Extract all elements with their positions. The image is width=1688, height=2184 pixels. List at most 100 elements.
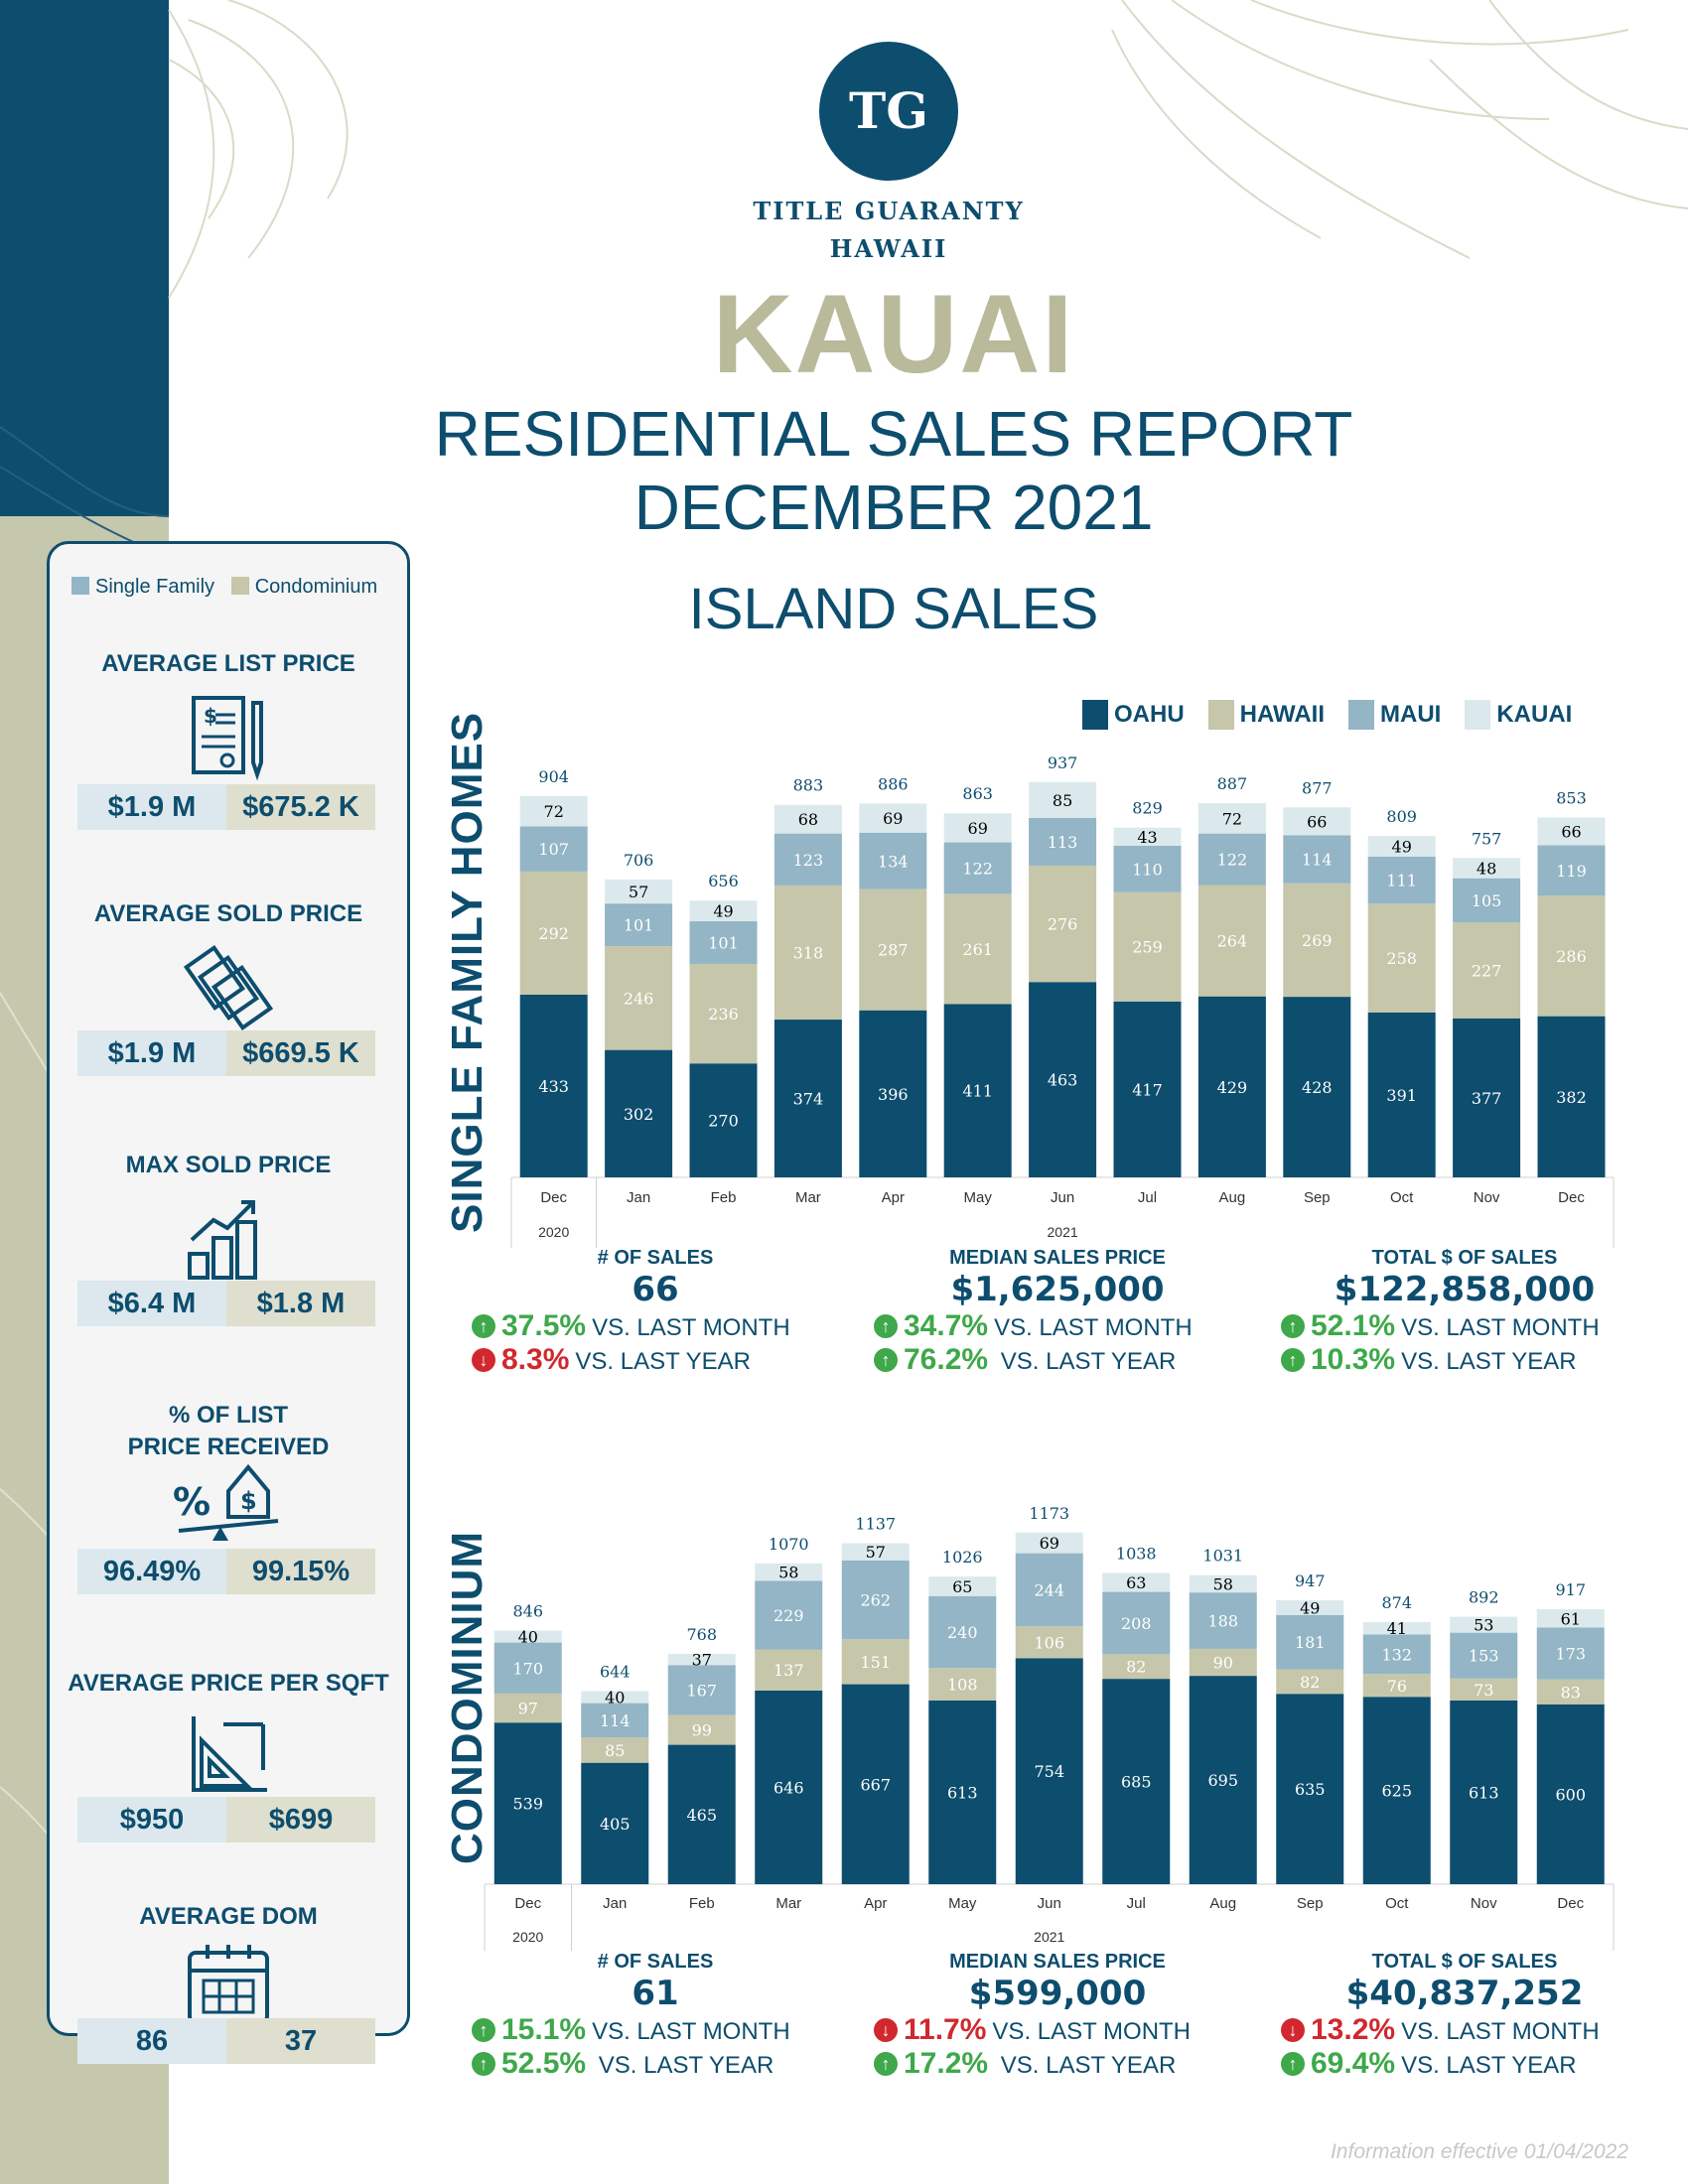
bar-label-kauai: 49: [713, 902, 733, 921]
list-price-received-sf: 96.49%: [77, 1549, 226, 1594]
bar-maui: [1113, 845, 1182, 892]
bar-hawaii: [928, 1668, 997, 1701]
bar-hawaii: [1197, 885, 1266, 997]
bar-kauai: [667, 1654, 736, 1666]
bar-maui: [841, 1560, 910, 1639]
bar-label-hawaii: 287: [878, 941, 909, 960]
stat-change-row: ↑ 52.5% VS. LAST YEAR: [472, 2047, 839, 2081]
bar-oahu: [1536, 1704, 1605, 1884]
average-dom-title: AVERAGE DOM: [139, 1903, 318, 1930]
bar-label-hawaii: 108: [947, 1676, 978, 1695]
bar-label-oahu: 667: [860, 1775, 891, 1794]
bar-hawaii: [841, 1638, 910, 1685]
bar-label-kauai: 43: [1137, 828, 1157, 847]
x-tick-label: Nov: [1474, 1189, 1500, 1206]
arrow-up-icon: ↑: [472, 2052, 495, 2076]
bar-oahu: [1362, 1697, 1431, 1884]
bar-label-hawaii: 236: [708, 1005, 739, 1024]
money-stack-icon: [184, 944, 273, 1030]
stat-heading: TOTAL $ OF SALES: [1371, 1951, 1558, 1973]
stat-change-percent: 11.7%: [904, 2013, 987, 2046]
stat-value: $1,625,000: [950, 1270, 1165, 1309]
bar-label-maui: 173: [1555, 1645, 1586, 1664]
bar-hawaii: [859, 888, 927, 1011]
bar-maui: [1029, 817, 1097, 866]
bar-oahu: [755, 1690, 823, 1884]
metrics-panel: Single Family Condominium AVERAGE LIST P…: [47, 541, 410, 2064]
bar-hawaii: [605, 946, 673, 1050]
total-label: 1137: [855, 1515, 896, 1534]
bar-label-maui: 122: [962, 859, 993, 878]
bar-oahu: [1453, 1018, 1521, 1177]
bar-label-hawaii: 264: [1217, 932, 1248, 951]
total-label: 853: [1556, 788, 1587, 807]
stat-change-percent: 76.2%: [904, 1343, 989, 1376]
x-tick-label: Dec: [1557, 1895, 1584, 1912]
bar-hawaii: [1283, 883, 1351, 998]
total-label: 1026: [942, 1548, 983, 1567]
arrow-down-icon: ↓: [472, 1348, 495, 1372]
bar-label-kauai: 65: [952, 1577, 972, 1596]
arrow-up-icon: ↑: [1281, 2052, 1305, 2076]
bar-label-hawaii: 82: [1300, 1673, 1320, 1692]
bar-maui: [1102, 1591, 1171, 1655]
bar-label-kauai: 41: [1387, 1619, 1407, 1638]
bar-growth-icon: [188, 1200, 257, 1280]
bar-label-maui: 262: [860, 1590, 891, 1609]
stat-change-percent: 13.2%: [1311, 2013, 1396, 2046]
bar-label-kauai: 49: [1392, 838, 1412, 857]
stat-block: TOTAL $ OF SALES $122,858,000 ↑ 52.1% VS. LA…: [1281, 1247, 1648, 1377]
bar-label-oahu: 613: [1469, 1783, 1499, 1802]
total-label: 706: [624, 851, 654, 870]
bar-label-oahu: 429: [1217, 1078, 1248, 1097]
stat-heading: MEDIAN SALES PRICE: [949, 1951, 1166, 1973]
bar-label-maui: 229: [774, 1606, 804, 1625]
stat-change-row: ↓ 13.2% VS. LAST MONTH: [1281, 2013, 1648, 2047]
bar-label-oahu: 405: [600, 1815, 631, 1834]
bar-label-hawaii: 97: [518, 1700, 538, 1718]
bar-label-maui: 170: [512, 1659, 543, 1678]
bar-kauai: [1276, 1600, 1344, 1615]
average-sold-price-values: $1.9 M $669.5 K: [77, 1030, 375, 1076]
stat-change-percent: 10.3%: [1311, 1343, 1396, 1376]
bar-oahu: [1113, 1001, 1182, 1177]
average-dom-sf: 86: [77, 2018, 226, 2064]
bar-kauai: [1536, 1609, 1605, 1628]
x-tick-label: Oct: [1390, 1189, 1414, 1206]
bar-label-hawaii: 106: [1034, 1633, 1064, 1652]
stat-change-label: VS. LAST YEAR: [1401, 1348, 1577, 1375]
stat-change-percent: 8.3%: [501, 1343, 570, 1376]
legend-kauai: KAUAI: [1465, 700, 1572, 730]
bar-label-kauai: 66: [1561, 823, 1581, 842]
bar-label-kauai: 37: [692, 1651, 712, 1670]
bar-maui: [1362, 1634, 1431, 1675]
single-family-label: Single Family: [95, 576, 215, 598]
stat-change-percent: 52.1%: [1311, 1309, 1396, 1342]
bar-label-hawaii: 73: [1474, 1681, 1493, 1700]
bar-oahu: [1283, 997, 1351, 1177]
bar-oahu: [1197, 996, 1266, 1177]
max-sold-price-sf: $6.4 M: [77, 1281, 226, 1326]
stat-change-label: VS. LAST MONTH: [1401, 2018, 1600, 2045]
bar-label-hawaii: 258: [1386, 949, 1417, 968]
x-tick-label: Jun: [1051, 1189, 1074, 1206]
bar-maui: [928, 1595, 997, 1669]
x-tick-label: Aug: [1209, 1895, 1236, 1912]
bar-kauai: [1015, 1532, 1083, 1554]
bar-hawaii: [1189, 1648, 1257, 1677]
bar-label-maui: 244: [1034, 1580, 1064, 1599]
bar-hawaii: [493, 1693, 562, 1723]
bar-hawaii: [1367, 903, 1436, 1013]
arrow-up-icon: ↑: [1281, 1314, 1305, 1338]
stat-value: $40,837,252: [1345, 1974, 1584, 2013]
bar-maui: [519, 826, 588, 872]
bar-label-oahu: 428: [1302, 1078, 1333, 1097]
bar-label-oahu: 463: [1048, 1071, 1078, 1090]
bar-label-hawaii: 151: [860, 1653, 891, 1672]
bar-maui: [1450, 1632, 1518, 1679]
bar-oahu: [859, 1010, 927, 1177]
bar-label-kauai: 69: [1040, 1534, 1059, 1553]
x-tick-label: Sep: [1297, 1895, 1324, 1912]
stat-change-label: VS. LAST MONTH: [1401, 1314, 1600, 1341]
